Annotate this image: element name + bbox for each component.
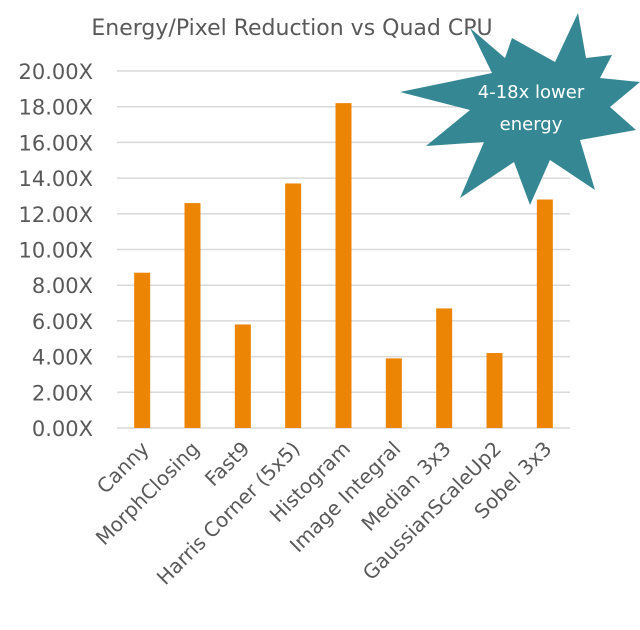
bar-fast9: [234, 324, 251, 428]
y-tick-label: 20.00X: [18, 60, 93, 84]
y-tick-label: 8.00X: [32, 274, 93, 298]
starburst-text-line2: energy: [500, 114, 563, 135]
bar-median-3x3: [436, 308, 453, 428]
bar-canny: [134, 272, 151, 428]
starburst-shape: [400, 13, 640, 205]
chart-title: Energy/Pixel Reduction vs Quad CPU: [91, 16, 492, 41]
starburst-text-line1: 4-18x lower: [478, 82, 585, 103]
bars: [134, 103, 553, 428]
annotation-starburst: 4-18x lower energy: [400, 13, 640, 205]
y-axis-ticks: 0.00X 2.00X 4.00X 6.00X 8.00X 10.00X 12.00X 14.…: [18, 60, 93, 441]
bar-gaussianscaleup2: [486, 353, 503, 428]
y-tick-label: 0.00X: [32, 417, 93, 441]
y-tick-label: 2.00X: [32, 381, 93, 405]
y-tick-label: 4.00X: [32, 346, 93, 370]
bar-morphclosing: [184, 203, 201, 428]
bar-harris-corner-5x5: [285, 183, 302, 428]
y-tick-label: 10.00X: [18, 239, 93, 263]
bar-histogram: [335, 103, 352, 428]
y-tick-label: 18.00X: [18, 96, 93, 120]
y-tick-label: 14.00X: [18, 167, 93, 191]
bar-sobel-3x3: [536, 199, 553, 428]
y-tick-label: 16.00X: [18, 131, 93, 155]
bar-image-integral: [385, 358, 402, 428]
y-tick-label: 12.00X: [18, 203, 93, 227]
y-tick-label: 6.00X: [32, 310, 93, 334]
